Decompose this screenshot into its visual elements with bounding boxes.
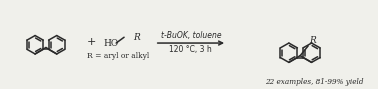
Text: R: R [309,36,316,45]
Text: t-BuOK, toluene: t-BuOK, toluene [161,31,221,40]
Text: R: R [133,33,140,42]
Text: 22 examples, 81-99% yield: 22 examples, 81-99% yield [265,78,363,86]
Text: +: + [87,37,96,47]
Text: 120 °C, 3 h: 120 °C, 3 h [169,45,212,54]
Text: HO: HO [103,39,119,48]
Text: R = aryl or alkyl: R = aryl or alkyl [87,52,149,60]
